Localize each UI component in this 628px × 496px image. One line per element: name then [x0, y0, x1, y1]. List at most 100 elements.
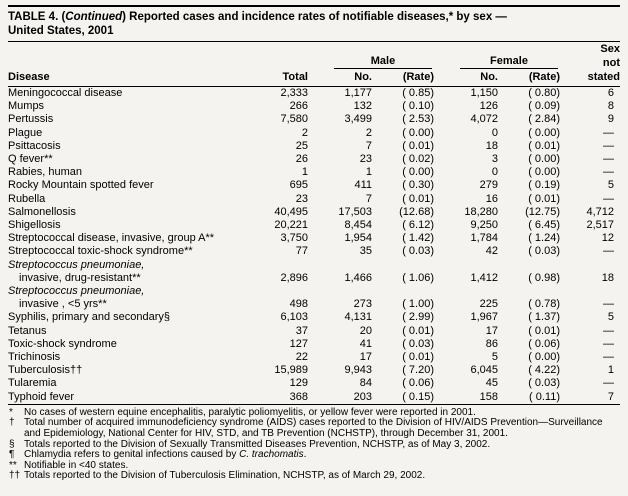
disease-name-cell: Tetanus	[8, 324, 47, 337]
female-no-cell: 5	[491, 351, 498, 364]
disease-name-cell: Meningococcal disease	[8, 87, 123, 99]
male-rate-cell: ( 2.99)	[402, 311, 434, 324]
male-no-cell: 273	[353, 298, 372, 311]
female-no-cell: 16	[485, 192, 498, 205]
total-cell: 77	[295, 245, 308, 258]
sex-not-stated-cell: —	[603, 245, 614, 258]
total-cell: 23	[295, 192, 308, 205]
male-no-cell: 9,943	[344, 364, 372, 377]
table-row: invasive , <5 yrs** 498 273 ( 1.00) 225 ( 0.7…	[8, 298, 620, 311]
col-header-male-rate: (Rate)	[372, 69, 434, 87]
male-no-cell: 203	[353, 390, 372, 403]
title-prefix: TABLE 4. (	[8, 11, 66, 23]
disease-name-cell: Mumps	[8, 100, 45, 113]
footnote-text: No cases of western equine encephalitis,…	[24, 406, 476, 418]
male-no-cell: 1	[365, 166, 372, 179]
sex-not-stated-cell: 5	[607, 179, 614, 192]
sex-not-stated-cell: 9	[607, 113, 614, 126]
header-spacer	[8, 42, 308, 55]
female-no-cell: 18	[485, 139, 498, 152]
table-row: Streptococcus pneumoniae,	[8, 285, 620, 298]
female-rate-cell: ( 0.01)	[528, 324, 560, 337]
sex-not-stated-cell: —	[603, 126, 614, 139]
male-rate-cell: ( 1.00)	[402, 298, 434, 311]
total-cell: 6,103	[280, 311, 308, 324]
female-rate-cell: ( 0.00)	[528, 166, 560, 179]
sex-not-stated-cell: —	[603, 166, 614, 179]
document-page: TABLE 4. (Continued) Reported cases and …	[8, 5, 620, 482]
female-no-cell: 0	[491, 126, 498, 139]
total-cell: 22	[295, 351, 308, 364]
footnote: †† Totals reported to the Division of Tub…	[9, 471, 620, 482]
total-cell: 25	[295, 139, 308, 152]
total-cell: 498	[289, 298, 308, 311]
total-cell: 2,333	[280, 87, 308, 99]
table-header: Sex Male Female not Disease Total No. (R…	[8, 42, 620, 87]
header-spacer	[8, 55, 308, 69]
male-rate-cell: ( 0.03)	[402, 337, 434, 350]
disease-name-cell: Streptococcus pneumoniae,	[8, 258, 145, 271]
table-row: invasive, drug-resistant** 2,896 1,466 ( 1.…	[8, 272, 620, 285]
header-row-columns: Disease Total No. (Rate) No. (Rate) stat…	[8, 69, 620, 87]
female-no-cell: 1,784	[470, 232, 498, 245]
male-rate-cell: (12.68)	[399, 205, 434, 218]
total-cell: 15,989	[274, 364, 308, 377]
male-rate-cell: ( 0.01)	[402, 351, 434, 364]
female-no-cell: 225	[479, 298, 498, 311]
female-no-cell: 42	[485, 245, 498, 258]
female-rate-cell: ( 0.06)	[528, 337, 560, 350]
female-no-cell: 3	[491, 153, 498, 166]
table-row: Rubella 23 7 ( 0.01) 16 ( 0.01) —	[8, 193, 620, 206]
table-row: Shigellosis 20,221 8,454 ( 6.12) 9,250 ( 6.45…	[8, 219, 620, 232]
title-rest: ) Reported cases and incidence rates of …	[122, 11, 507, 23]
male-rate-cell: ( 0.02)	[402, 153, 434, 166]
table-row: Streptococcal disease, invasive, group A…	[8, 232, 620, 245]
female-rate-cell: ( 0.78)	[528, 298, 560, 311]
table-row: Salmonellosis 40,495 17,503 (12.68) 18,280 (1…	[8, 206, 620, 219]
female-group-label: Female	[460, 55, 558, 69]
female-rate-cell: ( 0.11)	[529, 390, 560, 403]
disease-name-cell: Toxic-shock syndrome	[8, 337, 117, 350]
male-rate-cell: ( 0.01)	[402, 139, 434, 152]
total-cell: 7,580	[280, 113, 308, 126]
table-row: Streptococcal toxic-shock syndrome** 77 35…	[8, 245, 620, 258]
sex-not-stated-cell: 12	[601, 232, 614, 245]
sex-not-stated-cell: —	[603, 153, 614, 166]
female-no-cell: 126	[479, 100, 498, 113]
sex-not-stated-cell: 2,517	[586, 219, 614, 232]
footnote: † Total number of acquired immunodeficien…	[9, 418, 620, 439]
table-row: Rocky Mountain spotted fever 695 411 ( 0.30…	[8, 179, 620, 192]
male-no-cell: 8,454	[344, 219, 372, 232]
table-row: Trichinosis 22 17 ( 0.01) 5 ( 0.00) —	[8, 351, 620, 364]
table-row: Tuberculosis†† 15,989 9,943 ( 7.20) 6,045 ( 4…	[8, 364, 620, 377]
header-row-sex: Sex	[8, 42, 620, 55]
female-no-cell: 1,412	[470, 271, 498, 284]
col-header-female-rate: (Rate)	[498, 69, 560, 87]
sex-not-stated-cell: 1	[607, 364, 614, 377]
disease-name-cell: Rocky Mountain spotted fever	[8, 179, 154, 192]
female-no-cell: 1,150	[470, 87, 498, 99]
sex-not-stated-cell: 6	[607, 87, 614, 99]
female-rate-cell: ( 0.00)	[528, 153, 560, 166]
col-header-total: Total	[236, 69, 308, 87]
sex-not-stated-cell: 8	[607, 100, 614, 113]
col-header-female-group: Female	[434, 55, 560, 69]
table-title-line1: TABLE 4. (Continued) Reported cases and …	[8, 10, 620, 24]
male-no-cell: 35	[359, 245, 372, 258]
table-row: Rabies, human 1 1 ( 0.00) 0 ( 0.00) —	[8, 166, 620, 179]
table-row: Syphilis, primary and secondary§ 6,103 4,1…	[8, 311, 620, 324]
col-header-male-no: No.	[308, 69, 372, 87]
sex-not-stated-cell: —	[603, 337, 614, 350]
female-no-cell: 86	[485, 337, 498, 350]
male-rate-cell: ( 1.06)	[402, 271, 434, 284]
male-rate-cell: ( 0.00)	[402, 166, 434, 179]
table-title-line2: United States, 2001	[8, 25, 114, 37]
total-cell: 37	[295, 324, 308, 337]
col-header-male-group: Male	[308, 55, 434, 69]
female-no-cell: 9,250	[470, 219, 498, 232]
male-no-cell: 7	[365, 139, 372, 152]
disease-name-cell: Rubella	[8, 192, 46, 205]
total-cell: 127	[289, 337, 308, 350]
col-header-sex-line2: not	[602, 57, 620, 69]
sex-not-stated-cell: —	[603, 192, 614, 205]
